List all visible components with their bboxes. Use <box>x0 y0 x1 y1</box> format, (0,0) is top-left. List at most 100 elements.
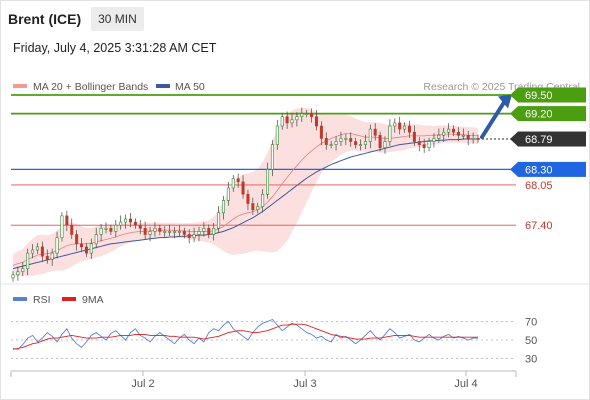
candle-body <box>202 228 206 232</box>
candle-body <box>138 224 142 229</box>
rsi-tick-50: 50 <box>525 335 537 347</box>
candle-body <box>226 187 230 201</box>
candle-body <box>11 274 15 279</box>
candle-body <box>133 221 137 226</box>
candle-body <box>197 231 201 235</box>
candle-body <box>270 144 274 170</box>
candle-body <box>168 231 172 233</box>
candle-body <box>334 141 338 145</box>
level-tag-pointer-68.30 <box>510 161 518 177</box>
candle-body <box>16 271 20 276</box>
candle-body <box>251 203 255 210</box>
ma20-legend-label: MA 20 + Bollinger Bands <box>33 81 148 93</box>
rsi-ma-line <box>12 323 478 350</box>
candle-body <box>217 212 221 229</box>
candle-body <box>378 135 382 149</box>
candle-body <box>310 113 314 117</box>
candle-body <box>319 125 323 139</box>
level-tag-68.79 <box>518 131 586 147</box>
candle-body <box>295 116 299 121</box>
ma20-legend-swatch <box>13 84 27 88</box>
candle-body <box>261 193 265 207</box>
candle-body <box>275 125 279 145</box>
ma9-legend-swatch <box>62 297 76 301</box>
candle-body <box>417 141 421 145</box>
candle-body <box>349 138 353 142</box>
candle-body <box>60 215 64 238</box>
level-tag-pointer-68.79 <box>510 131 518 147</box>
candle-body <box>221 200 225 214</box>
candle-body <box>163 231 167 233</box>
candle-body <box>94 234 98 245</box>
bollinger-fill <box>13 108 478 277</box>
timeframe-badge[interactable]: 30 MIN <box>91 7 144 31</box>
candle-body <box>256 206 260 211</box>
candle-body <box>177 231 181 233</box>
candle-body <box>285 116 289 124</box>
candle-body <box>65 215 69 226</box>
candle-body <box>182 231 186 235</box>
candle-body <box>266 169 270 195</box>
level-tag-69.20 <box>518 106 586 122</box>
candle-body <box>236 178 240 183</box>
candle-body <box>324 138 328 145</box>
candle-body <box>368 128 372 142</box>
level-labels: 69.50 69.20 68.79 68.30 68.05 67.40 <box>510 87 586 232</box>
candle-body <box>461 135 465 137</box>
candlesticks <box>11 107 480 282</box>
candle-body <box>354 141 358 145</box>
candle-body <box>153 228 157 232</box>
forecast-arrow <box>480 94 512 140</box>
candle-body <box>471 138 475 140</box>
candle-body <box>119 221 123 226</box>
candle-body <box>35 246 39 251</box>
title-row: Brent (ICE) 30 MIN <box>8 7 144 31</box>
candle-body <box>393 122 397 127</box>
candle-body <box>359 144 363 146</box>
level-label-68.79: 68.79 <box>525 134 553 146</box>
candle-body <box>231 178 235 189</box>
arrow-head <box>498 94 512 109</box>
candle-body <box>89 243 93 254</box>
candle-body <box>407 125 411 133</box>
candle-body <box>50 252 54 260</box>
candle-body <box>21 268 25 273</box>
candle-body <box>84 246 88 254</box>
candle-body <box>31 249 35 254</box>
candle-body <box>456 131 460 136</box>
candle-body <box>158 228 162 232</box>
candle-body <box>109 228 113 232</box>
candle-body <box>329 144 333 146</box>
candle-body <box>26 252 30 269</box>
candle-body <box>388 125 392 142</box>
datetime-label: Friday, July 4, 2025 3:31:28 AM CET <box>13 41 217 55</box>
candle-body <box>187 234 191 238</box>
candle-body <box>207 228 211 235</box>
candle-body <box>476 138 480 140</box>
bollinger-bands <box>13 108 478 277</box>
candle-body <box>339 138 343 142</box>
candle-body <box>305 113 309 115</box>
candle-body <box>383 141 387 148</box>
candle-body <box>246 193 250 204</box>
candle-body <box>70 224 74 235</box>
level-tag-pointer-69.50 <box>510 87 518 103</box>
candle-body <box>128 218 132 223</box>
candle-body <box>314 116 318 127</box>
rsi-line <box>12 318 478 350</box>
x-tick-label-2: Jul 4 <box>454 378 477 390</box>
candle-body <box>403 125 407 130</box>
level-label-68.30: 68.30 <box>525 164 553 176</box>
candle-body <box>422 144 426 149</box>
candle-body <box>300 113 304 117</box>
candle-body <box>148 231 152 235</box>
candle-body <box>75 234 79 245</box>
candle-body <box>290 119 294 124</box>
candle-body <box>55 237 59 254</box>
candle-body <box>99 228 103 235</box>
level-label-69.20: 69.20 <box>525 109 553 121</box>
candle-body <box>40 246 44 257</box>
candle-body <box>124 218 128 223</box>
candle-body <box>45 255 49 260</box>
